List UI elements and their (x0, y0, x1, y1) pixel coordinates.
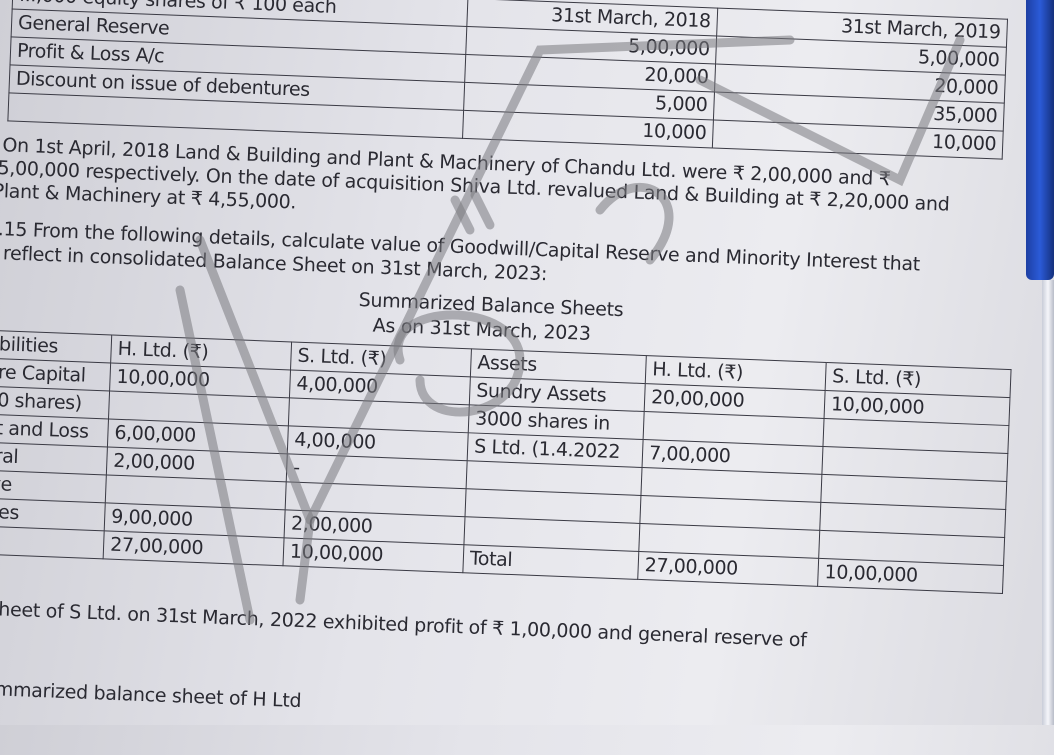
table-subtitle: As on 31st March, 2023 (372, 314, 592, 345)
footer-line: summarized balance sheet of H Ltd (0, 677, 302, 713)
cell: 27,00,000 (637, 551, 819, 587)
cell: 27,00,000 (103, 530, 285, 566)
cell (0, 525, 105, 559)
balance-sheet-table: abilities H. Ltd. (₹) S. Ltd. (₹) Assets H. … (0, 330, 1012, 594)
cell: abilities (0, 330, 112, 364)
cell: eral (0, 441, 108, 475)
cell: 10,00,000 (817, 558, 1004, 594)
cell: rve (0, 469, 107, 503)
pen-clip (1042, 280, 1054, 725)
cell: 00 shares) (0, 386, 110, 419)
cell: 10,00,000 (282, 537, 464, 573)
cell: Total (462, 544, 639, 580)
cell: are Capital (0, 358, 111, 391)
paragraph-line: Sheet of S Ltd. on 31st March, 2022 exhi… (0, 597, 807, 652)
pen-icon (1026, 0, 1054, 280)
cell: fit and Loss (0, 413, 109, 447)
cell: ities (0, 497, 106, 531)
top-table: ...,000 equity shares of ₹ 100 each 31st… (7, 0, 1008, 160)
